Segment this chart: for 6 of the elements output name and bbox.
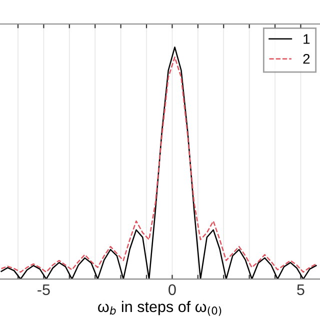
x-axis-title: ω$_{b}$ in steps of ω$_{(0)}$: [98, 300, 222, 316]
x-tick-label: 5: [297, 284, 304, 296]
legend-label: 1: [304, 34, 310, 44]
legend-label: 2: [303, 54, 310, 64]
x-tick-label: 0: [168, 284, 176, 296]
x-tick-label: -5: [38, 284, 50, 296]
